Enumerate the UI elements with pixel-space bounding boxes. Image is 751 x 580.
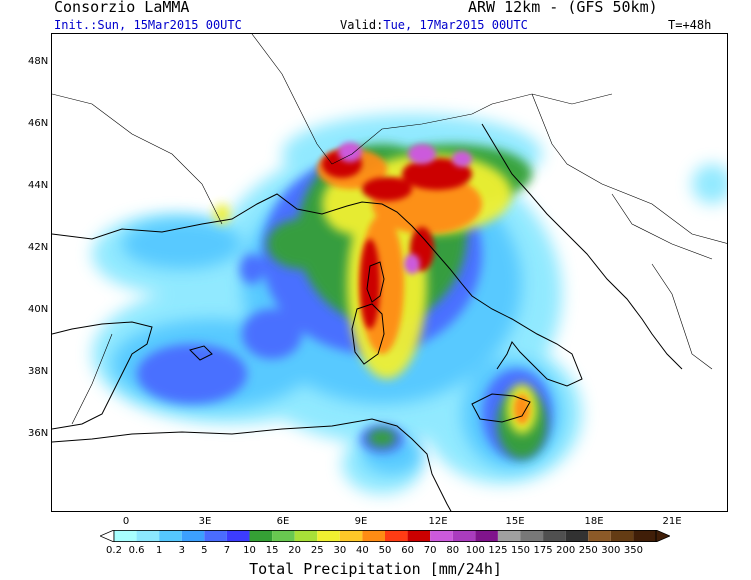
lon-label-6e: 6E: [276, 516, 290, 527]
lon-label-18e: 18E: [584, 516, 604, 527]
colorbar-swatch: [633, 530, 656, 542]
lat-label-48n: 48N: [28, 56, 49, 67]
colorbar-tick-label: 300: [601, 545, 621, 556]
lead-time: T=+48h: [668, 18, 712, 32]
colorbar-tick-label: 10: [243, 545, 256, 556]
valid-label: Valid:: [340, 18, 384, 32]
colorbar-swatch: [181, 530, 205, 542]
model-label: ARW 12km - (GFS 50km): [468, 0, 658, 16]
colorbar-swatch: [114, 530, 137, 542]
lat-label-44n: 44N: [28, 180, 49, 191]
colorbar-tick-label: 150: [510, 545, 531, 556]
colorbar-swatch: [475, 530, 498, 542]
colorbar-swatch: [452, 530, 476, 542]
colorbar-arrow-right: [655, 530, 670, 542]
colorbar-tick-label: 70: [423, 545, 437, 556]
colorbar-tick-label: 0.2: [106, 545, 122, 556]
colorbar-tick-label: 50: [378, 545, 392, 556]
borders: [52, 34, 727, 425]
colorbar-tick-label: 175: [533, 545, 553, 556]
colorbar-swatch: [430, 530, 453, 542]
colorbar-tick-label: 30: [333, 545, 347, 556]
colorbar-swatch: [339, 530, 363, 542]
colorbar-swatch: [610, 530, 634, 542]
lon-label-3e: 3E: [198, 516, 212, 527]
colorbar-tick-label: 80: [446, 545, 460, 556]
lon-label-0: 0: [122, 516, 130, 527]
colorbar-swatch: [588, 530, 611, 542]
colorbar-swatch: [385, 530, 408, 542]
colorbar-tick-label: 350: [623, 545, 643, 556]
colorbar-tick-label: 250: [578, 545, 598, 556]
colorbar-tick-label: 200: [556, 545, 576, 556]
colorbar-swatch: [543, 530, 566, 542]
colorbar-tick-label: 20: [288, 545, 302, 556]
colorbar-tick-label: 1: [155, 545, 163, 556]
colorbar-tick-label: 40: [356, 545, 369, 556]
init-value: Sun, 15Mar2015 00UTC: [97, 18, 242, 32]
lon-label-15e: 15E: [505, 516, 525, 527]
colorbar-swatch: [362, 530, 385, 542]
colorbar-swatch: [497, 530, 521, 542]
lon-label-21e: 21E: [662, 516, 682, 527]
precip-field: [92, 114, 727, 494]
colorbar-tick-label: 25: [310, 545, 324, 556]
colorbar-tick-label: 60: [401, 545, 414, 556]
colorbar-tick-label: 125: [488, 545, 508, 556]
lat-label-40n: 40N: [28, 304, 49, 315]
colorbar-tick-label: 3: [178, 545, 185, 556]
lat-label-42n: 42N: [28, 242, 49, 253]
lat-label-46n: 46N: [28, 118, 49, 129]
colorbar-swatch: [204, 530, 227, 542]
colorbar-swatch: [565, 530, 589, 542]
colorbar-title: Total Precipitation [mm/24h]: [249, 560, 502, 578]
init-time: Init.:Sun, 15Mar2015 00UTC: [54, 18, 242, 32]
colorbar-outline: [113, 530, 657, 542]
colorbar-swatch: [136, 530, 160, 542]
colorbar-swatch: [249, 530, 273, 542]
colorbar-swatch: [317, 530, 340, 542]
lat-label-36n: 36N: [28, 428, 49, 439]
map-canvas: [52, 34, 727, 511]
lat-label-38n: 38N: [28, 366, 49, 377]
colorbar-swatch: [294, 530, 318, 542]
colorbar-swatch: [159, 530, 182, 542]
colorbar: [100, 530, 670, 542]
colorbar-tick-label: 100: [465, 545, 485, 556]
lon-label-12e: 12E: [428, 516, 448, 527]
colorbar-swatch: [226, 530, 250, 542]
valid-value: Tue, 17Mar2015 00UTC: [383, 18, 528, 32]
colorbar-swatch: [520, 530, 544, 542]
valid-time: Valid:Tue, 17Mar2015 00UTC: [340, 18, 528, 32]
coastlines: [52, 123, 683, 511]
colorbar-tick-label: 0.6: [128, 545, 145, 556]
colorbar-tick-label: 7: [223, 545, 231, 556]
precipitation-map: [51, 33, 728, 512]
colorbar-arrow-left: [100, 530, 115, 542]
init-label: Init.:: [54, 18, 98, 32]
colorbar-tick-label: 5: [201, 545, 208, 556]
colorbar-swatch: [407, 530, 431, 542]
lon-label-9e: 9E: [354, 516, 368, 527]
colorbar-swatch: [272, 530, 295, 542]
colorbar-tick-label: 15: [265, 545, 279, 556]
map-title: Consorzio LaMMA: [54, 0, 190, 16]
